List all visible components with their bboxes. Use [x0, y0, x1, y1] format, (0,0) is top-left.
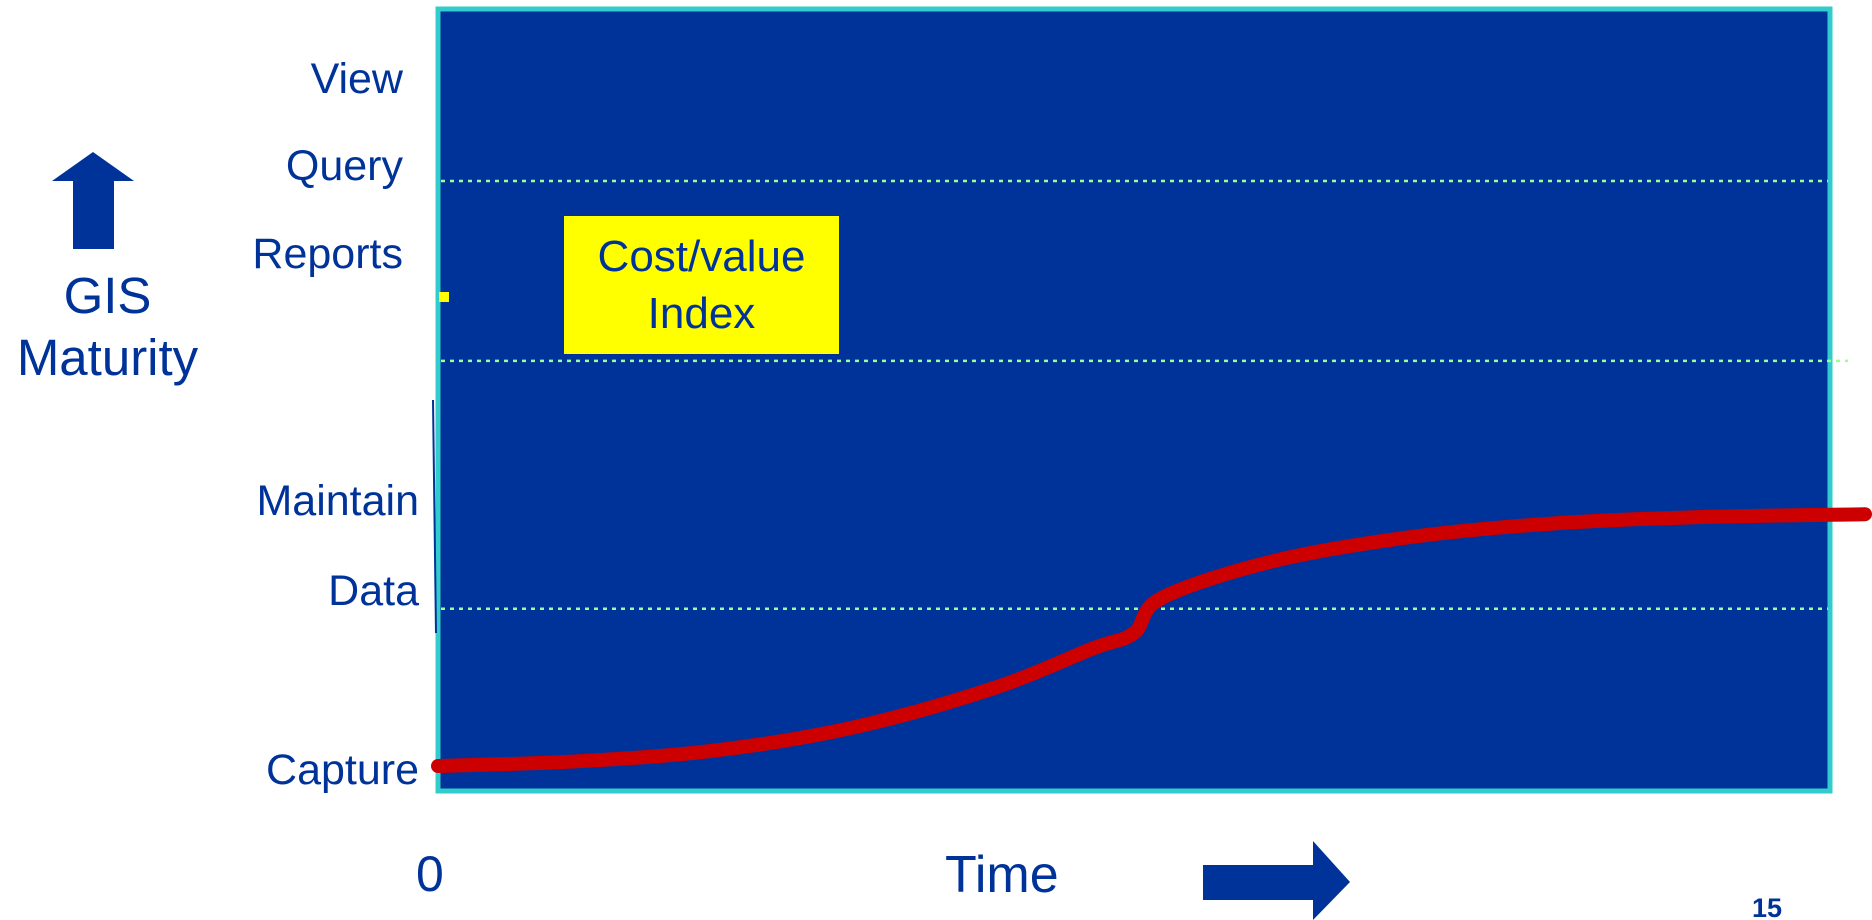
y-level-reports: Reports: [252, 230, 403, 278]
band-lines: [441, 179, 1848, 611]
up-arrow-icon: [52, 152, 134, 249]
plot-area: [435, 6, 1833, 794]
y-level-capture: Capture: [266, 746, 419, 794]
y-level-data: Data: [328, 567, 419, 615]
y-level-view: View: [310, 55, 403, 103]
y-axis-title-line1: GIS: [63, 267, 152, 324]
cost-value-index-box: Cost/value Index: [564, 216, 839, 354]
maturity-curve: [431, 507, 1872, 773]
divider-tick: [432, 399, 437, 634]
y-axis-title-line2: Maturity: [16, 329, 199, 387]
right-arrow-icon: [1203, 841, 1350, 920]
x-axis-title: Time: [945, 846, 1059, 904]
annotation-line2: Index: [647, 289, 756, 338]
y-axis-title: GIS Maturity: [0, 265, 215, 389]
page-number: 15: [1752, 893, 1783, 920]
y-level-maintain: Maintain: [256, 477, 419, 525]
yellow-marker: [439, 292, 449, 302]
x-origin-label: 0: [416, 846, 444, 902]
annotation-line1: Cost/value: [597, 231, 806, 281]
y-level-query: Query: [285, 142, 403, 190]
